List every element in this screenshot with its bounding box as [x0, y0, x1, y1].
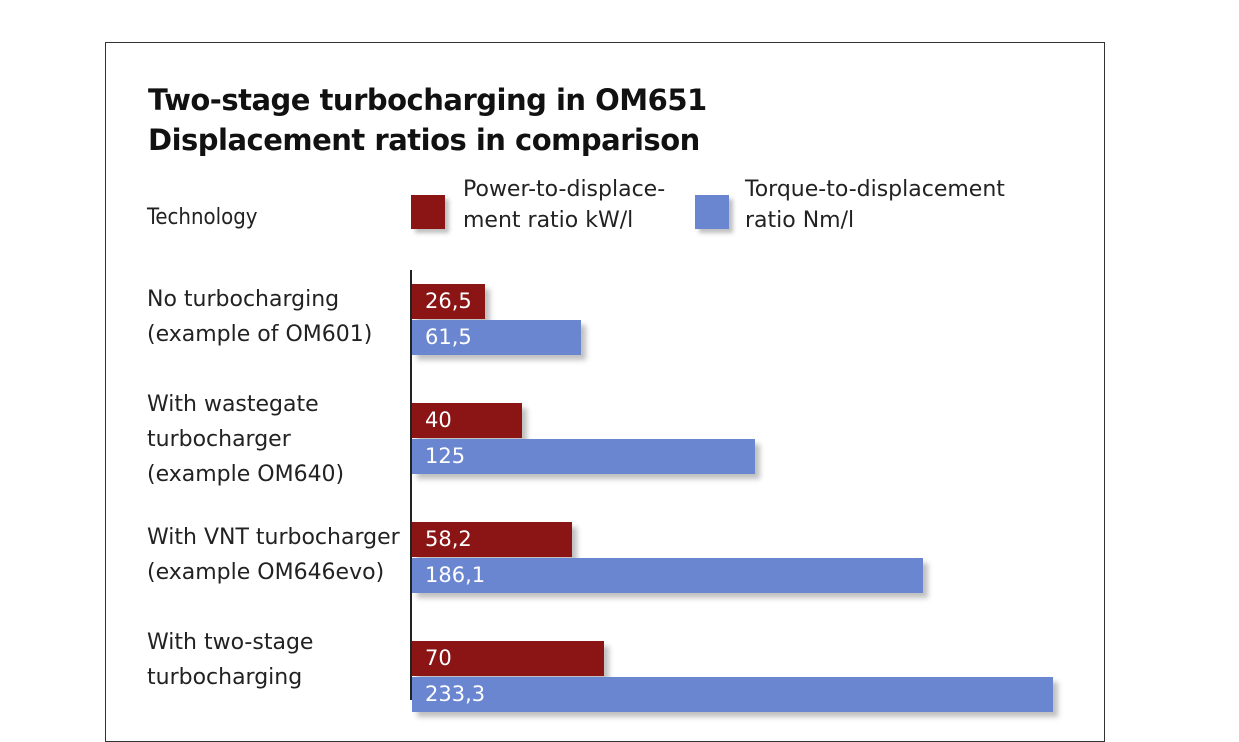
- bar-power-wastegate-turbocharger: [412, 403, 522, 438]
- chart-title-line-1: Two-stage turbocharging in OM651: [148, 83, 707, 117]
- value-label-torque-two-stage-turbocharging: 233,3: [425, 682, 486, 706]
- chart-title-line-2: Displacement ratios in comparison: [148, 123, 700, 157]
- bar-power-two-stage-turbocharging: [412, 641, 604, 676]
- value-label-power-vnt-turbocharger: 58,2: [425, 527, 472, 551]
- category-label-no-turbocharging: No turbocharging (example of OM601): [147, 287, 373, 347]
- legend-swatch-power: [411, 195, 445, 229]
- bar-torque-two-stage-turbocharging: [412, 677, 1053, 712]
- legend-label-power: Power-to-displace- ment ratio kW/l: [463, 177, 666, 233]
- category-label-two-stage-turbocharging: With two-stage turbocharging: [147, 630, 314, 690]
- value-label-power-no-turbocharging: 26,5: [425, 289, 472, 313]
- bar-power-vnt-turbocharger: [412, 522, 572, 557]
- value-label-power-wastegate-turbocharger: 40: [425, 408, 452, 432]
- bar-power-no-turbocharging: [412, 284, 485, 319]
- bar-torque-vnt-turbocharger: [412, 558, 923, 593]
- category-label-wastegate-turbocharger: With wastegate turbocharger (example OM6…: [147, 392, 345, 487]
- category-label-vnt-turbocharger: With VNT turbocharger (example OM646evo): [147, 525, 400, 585]
- bar-torque-no-turbocharging: [412, 320, 581, 355]
- value-label-power-two-stage-turbocharging: 70: [425, 646, 452, 670]
- category-axis-line: [410, 270, 412, 700]
- value-label-torque-no-turbocharging: 61,5: [425, 325, 472, 349]
- legend-label-torque: Torque-to-displacement ratio Nm/l: [745, 177, 1005, 233]
- value-label-torque-wastegate-turbocharger: 125: [425, 444, 466, 468]
- bar-torque-wastegate-turbocharger: [412, 439, 755, 474]
- chart-title: Two-stage turbocharging in OM651 Displac…: [148, 80, 707, 160]
- value-label-torque-vnt-turbocharger: 186,1: [425, 563, 486, 587]
- legend-swatch-torque: [695, 195, 729, 229]
- category-header: Technology: [147, 205, 258, 230]
